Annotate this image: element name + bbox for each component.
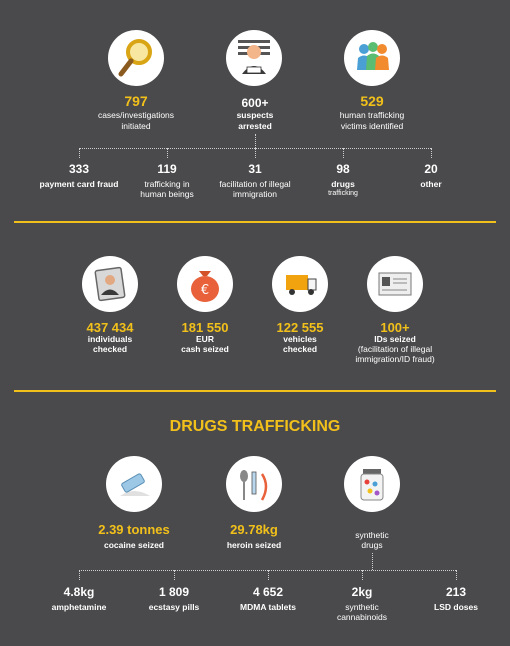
connector-line [362, 570, 363, 580]
connector-line [372, 553, 373, 570]
stat-label: (facilitation of illegal [357, 344, 433, 354]
spoon-syringe-icon [240, 470, 268, 501]
breakdown-value: 213 [445, 585, 467, 599]
breakdown-value: 2kg [351, 585, 373, 599]
breakdown-label: synthetic [345, 602, 379, 612]
breakdown-label: LSD doses [434, 602, 478, 612]
breakdown-value: 31 [248, 162, 262, 176]
money-bag-icon: € [191, 271, 219, 302]
breakdown-label: cannabinoids [336, 612, 388, 622]
stat-label: victims identified [340, 121, 404, 131]
breakdown-label: amphetamine [51, 602, 107, 612]
stat-label: checked [92, 344, 128, 354]
connector-line [343, 148, 344, 158]
section-title: DRUGS TRAFFICKING [169, 418, 341, 435]
connector-line [79, 570, 456, 571]
breakdown-label: ecstasy pills [148, 602, 200, 612]
breakdown-label: other [420, 179, 442, 189]
stat-label: immigration/ID fraud) [355, 354, 435, 364]
pill-jar-icon [360, 469, 384, 501]
breakdown-value: 1 809 [158, 585, 190, 599]
arrested-suspect-icon-circle [226, 30, 282, 86]
connector-line [268, 570, 269, 580]
breakdown-label: immigration [233, 189, 277, 199]
breakdown-label: human beings [140, 189, 194, 199]
magnifier-icon [118, 39, 152, 77]
connector-line [167, 148, 168, 158]
connector-line [456, 570, 457, 580]
connector-line [255, 148, 256, 158]
id-card-icon [94, 266, 126, 302]
stat-value: 29.78kg [230, 522, 278, 537]
stat-label: synthetic [355, 530, 389, 540]
stat-value: 797 [124, 93, 148, 109]
stat-label: cases/investigations [97, 110, 175, 120]
section-divider [14, 221, 496, 223]
stat-value: 100+ [380, 320, 410, 335]
id-card-icon-circle [82, 256, 138, 312]
breakdown-value: 333 [68, 162, 90, 176]
breakdown-label: facilitation of illegal [219, 179, 291, 189]
truck-icon-circle [272, 256, 328, 312]
stat-label: EUR [196, 334, 214, 344]
breakdown-value: 4.8kg [63, 585, 95, 599]
stat-label: cash seized [181, 344, 229, 354]
stat-value: 600+ [241, 96, 269, 110]
breakdown-label: MDMA tablets [240, 602, 296, 612]
svg-text:€: € [201, 283, 209, 298]
stat-label: vehicles [283, 334, 317, 344]
stat-value: 2.39 tonnes [98, 522, 170, 537]
truck-icon [286, 275, 317, 295]
connector-line [174, 570, 175, 580]
connector-line [431, 148, 432, 158]
stat-label: IDs seized [374, 334, 416, 344]
victims-group-icon-circle [344, 30, 400, 86]
breakdown-label: drugs [331, 179, 355, 189]
breakdown-label: trafficking [328, 190, 358, 197]
magnifier-icon-circle [108, 30, 164, 86]
connector-line [79, 570, 80, 580]
stat-label: arrested [238, 121, 272, 131]
stat-value: 181 550 [181, 320, 229, 335]
arrested-suspect-icon [238, 40, 270, 74]
razor-powder-icon [120, 473, 150, 496]
document-icon-circle [367, 256, 423, 312]
victims-group-icon [357, 42, 389, 70]
section-divider [14, 390, 496, 392]
stat-label: individuals [87, 334, 133, 344]
stat-label: heroin seized [226, 540, 282, 550]
breakdown-label: payment card fraud [39, 179, 119, 189]
stat-label: cocaine seized [103, 540, 164, 550]
breakdown-value: 4 652 [252, 585, 284, 599]
money-bag-icon-circle: € [177, 256, 233, 312]
breakdown-label: trafficking in [144, 179, 190, 189]
connector-line [255, 134, 256, 148]
breakdown-value: 98 [336, 162, 350, 176]
spoon-syringe-icon-circle [226, 456, 282, 512]
breakdown-value: 119 [157, 162, 177, 176]
stat-label: checked [282, 344, 318, 354]
stat-label: suspects [236, 110, 274, 120]
stat-label: drugs [361, 540, 383, 550]
document-icon [378, 272, 412, 296]
connector-line [79, 148, 80, 158]
pill-jar-icon-circle [344, 456, 400, 512]
stat-value: 437 434 [86, 320, 134, 335]
stat-label: human trafficking [339, 110, 405, 120]
stat-label: initiated [121, 121, 151, 131]
stat-value: 122 555 [276, 320, 324, 335]
breakdown-value: 20 [424, 162, 438, 176]
razor-powder-icon-circle [106, 456, 162, 512]
stat-value: 529 [360, 93, 384, 109]
